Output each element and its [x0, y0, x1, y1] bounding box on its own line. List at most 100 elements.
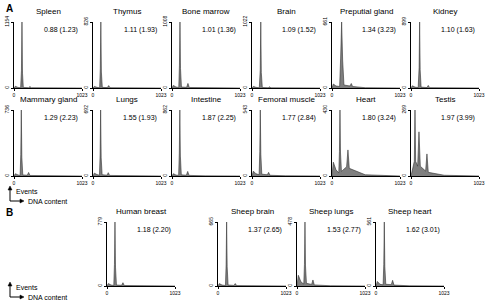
svg-text:1022: 1022 — [242, 15, 248, 26]
svg-text:269: 269 — [401, 105, 407, 114]
svg-text:1.09 (1.52): 1.09 (1.52) — [282, 26, 316, 34]
svg-text:1023: 1023 — [169, 290, 180, 296]
svg-text:0: 0 — [171, 180, 174, 186]
svg-text:1023: 1023 — [76, 92, 87, 98]
svg-text:1.11 (1.93): 1.11 (1.93) — [124, 26, 157, 34]
svg-text:1.55 (1.93): 1.55 (1.93) — [123, 114, 157, 122]
svg-text:1.87 (2.25): 1.87 (2.25) — [202, 114, 236, 122]
svg-text:0: 0 — [4, 174, 10, 177]
svg-text:0: 0 — [242, 174, 248, 177]
svg-text:1.10 (1.63): 1.10 (1.63) — [441, 26, 475, 34]
svg-text:Preputial gland: Preputial gland — [340, 7, 393, 16]
svg-text:430: 430 — [322, 105, 328, 114]
svg-text:1.34 (3.23): 1.34 (3.23) — [362, 26, 396, 34]
svg-text:1023: 1023 — [473, 180, 484, 186]
svg-text:826: 826 — [83, 17, 89, 26]
svg-text:Brain: Brain — [277, 7, 296, 16]
svg-text:0: 0 — [251, 180, 254, 186]
svg-text:561: 561 — [366, 217, 372, 226]
svg-text:DNA content: DNA content — [28, 294, 67, 301]
svg-text:1.18 (2.20): 1.18 (2.20) — [137, 226, 171, 234]
svg-text:Sheep heart: Sheep heart — [388, 207, 432, 216]
svg-text:Femoral muscle: Femoral muscle — [258, 95, 315, 104]
svg-text:1023: 1023 — [314, 92, 325, 98]
svg-text:Thymus: Thymus — [113, 7, 141, 16]
svg-text:1.80 (3.24): 1.80 (3.24) — [362, 114, 396, 122]
svg-text:1008: 1008 — [162, 15, 168, 26]
svg-text:1023: 1023 — [394, 180, 405, 186]
svg-text:0: 0 — [322, 174, 328, 177]
svg-text:Kidney: Kidney — [433, 7, 457, 16]
svg-text:Events: Events — [16, 188, 38, 195]
svg-text:0: 0 — [242, 86, 248, 89]
svg-text:661: 661 — [322, 17, 328, 26]
svg-text:Spleen: Spleen — [36, 7, 61, 16]
svg-text:0: 0 — [106, 290, 109, 296]
svg-text:0: 0 — [97, 284, 103, 287]
svg-text:0: 0 — [331, 180, 334, 186]
svg-text:0.88 (1.23): 0.88 (1.23) — [44, 26, 78, 34]
svg-text:1.97 (3.99): 1.97 (3.99) — [441, 114, 475, 122]
svg-text:1154: 1154 — [4, 16, 10, 27]
svg-text:Human breast: Human breast — [116, 207, 167, 216]
svg-text:1023: 1023 — [76, 180, 87, 186]
svg-text:0: 0 — [401, 86, 407, 89]
svg-text:1.01 (1.36): 1.01 (1.36) — [202, 26, 236, 34]
svg-text:0: 0 — [162, 174, 168, 177]
svg-text:0: 0 — [331, 92, 334, 98]
svg-text:0: 0 — [83, 86, 89, 89]
svg-text:862: 862 — [162, 105, 168, 114]
svg-text:0: 0 — [208, 284, 214, 287]
svg-text:543: 543 — [242, 105, 248, 114]
svg-text:1023: 1023 — [155, 92, 166, 98]
svg-text:Lungs: Lungs — [116, 95, 138, 104]
svg-text:779: 779 — [97, 217, 103, 226]
svg-text:0: 0 — [401, 174, 407, 177]
svg-text:0: 0 — [162, 86, 168, 89]
svg-text:692: 692 — [83, 105, 89, 114]
svg-text:Sheep brain: Sheep brain — [231, 207, 274, 216]
svg-text:0: 0 — [366, 284, 372, 287]
svg-text:1023: 1023 — [314, 180, 325, 186]
svg-text:1023: 1023 — [473, 92, 484, 98]
svg-text:Heart: Heart — [356, 95, 376, 104]
svg-text:1.53 (2.77): 1.53 (2.77) — [327, 226, 361, 234]
svg-text:899: 899 — [401, 17, 407, 26]
svg-text:1023: 1023 — [155, 180, 166, 186]
svg-text:0: 0 — [410, 92, 413, 98]
svg-text:0: 0 — [13, 92, 16, 98]
svg-text:0: 0 — [410, 180, 413, 186]
svg-text:Events: Events — [16, 284, 38, 291]
svg-text:478: 478 — [287, 217, 293, 226]
svg-text:B: B — [6, 207, 13, 218]
svg-text:0: 0 — [4, 86, 10, 89]
svg-text:Bone marrow: Bone marrow — [182, 7, 230, 16]
svg-text:0: 0 — [83, 174, 89, 177]
svg-text:1.37 (2.65): 1.37 (2.65) — [248, 226, 282, 234]
svg-text:1.29 (2.23): 1.29 (2.23) — [44, 114, 78, 122]
svg-text:1023: 1023 — [234, 92, 245, 98]
svg-text:1.62 (3.01): 1.62 (3.01) — [406, 226, 440, 234]
svg-text:0: 0 — [217, 290, 220, 296]
svg-text:1.77 (2.84): 1.77 (2.84) — [282, 114, 316, 122]
svg-text:0: 0 — [92, 92, 95, 98]
svg-text:A: A — [6, 3, 13, 14]
svg-text:665: 665 — [208, 217, 214, 226]
svg-text:0: 0 — [287, 284, 293, 287]
svg-text:0: 0 — [251, 92, 254, 98]
svg-text:1023: 1023 — [394, 92, 405, 98]
svg-text:736: 736 — [4, 105, 10, 114]
svg-text:Testis: Testis — [435, 95, 455, 104]
svg-text:1023: 1023 — [234, 180, 245, 186]
svg-text:Sheep lungs: Sheep lungs — [309, 207, 353, 216]
svg-text:0: 0 — [322, 86, 328, 89]
svg-text:Mammary gland: Mammary gland — [20, 95, 77, 104]
svg-text:1023: 1023 — [438, 290, 449, 296]
svg-text:DNA content: DNA content — [28, 198, 67, 205]
svg-text:Intestine: Intestine — [191, 95, 222, 104]
svg-text:1023: 1023 — [359, 290, 370, 296]
svg-text:0: 0 — [92, 180, 95, 186]
svg-text:0: 0 — [171, 92, 174, 98]
svg-text:1023: 1023 — [280, 290, 291, 296]
svg-text:0: 0 — [296, 290, 299, 296]
